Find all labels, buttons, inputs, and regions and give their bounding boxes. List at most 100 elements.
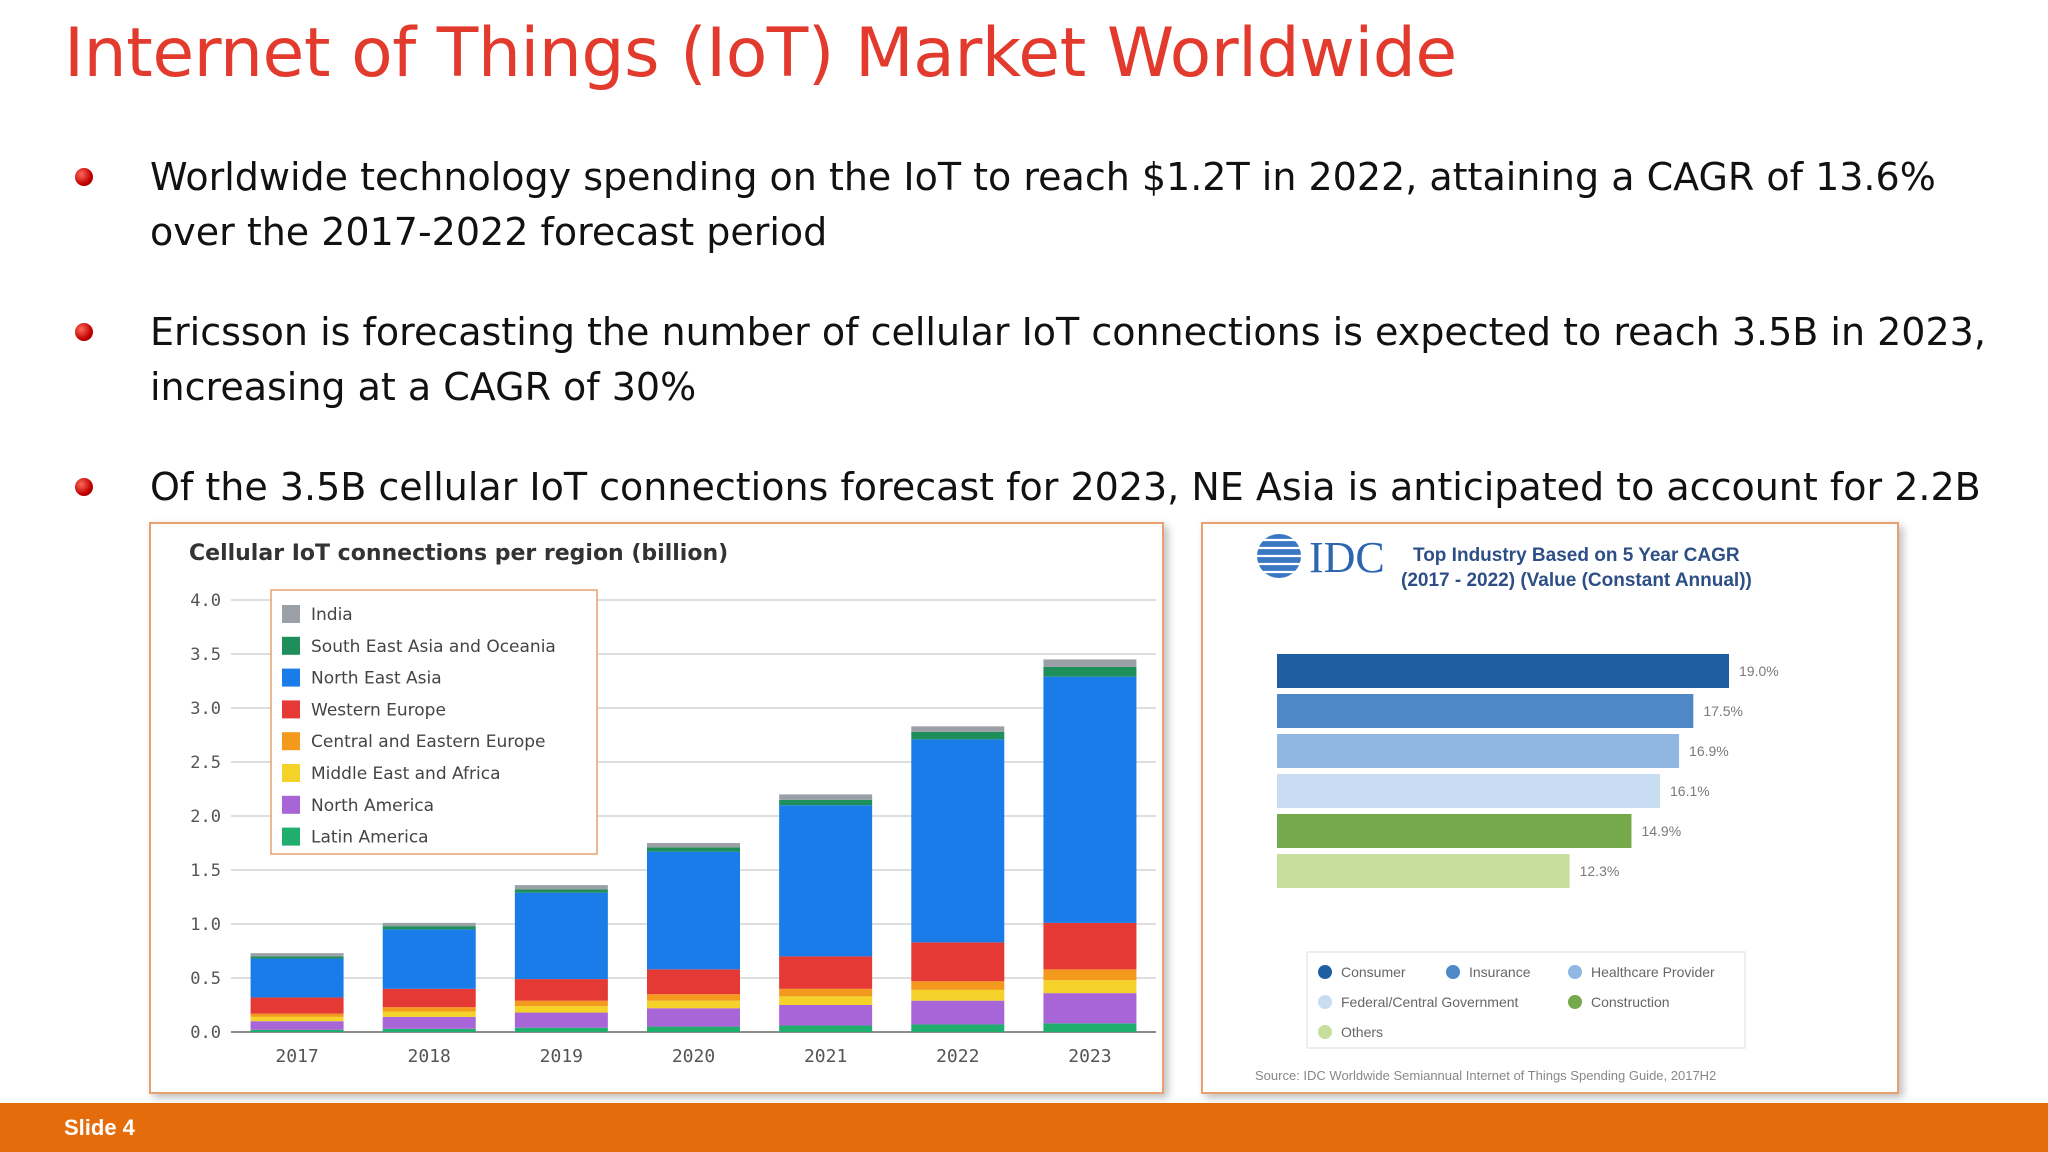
legend-label: South East Asia and Oceania	[311, 637, 556, 657]
bar-segment	[514, 1027, 608, 1032]
bar-segment	[382, 1007, 476, 1012]
legend-swatch	[282, 795, 300, 814]
y-tick-label: 0.0	[190, 1023, 221, 1043]
idc-industry-cagr-chart: IDC Top Industry Based on 5 Year CAGR (201…	[1255, 533, 1779, 1083]
legend-swatch	[282, 636, 300, 655]
bar-segment	[382, 926, 476, 930]
bar-value-label: 16.9%	[1689, 743, 1729, 759]
legend-marker	[1318, 965, 1332, 979]
bar	[1277, 734, 1680, 768]
bar-segment	[647, 843, 740, 848]
bullet-item: Of the 3.5B cellular IoT connections for…	[72, 460, 1992, 515]
cellular-iot-chart-panel: Cellular IoT connections per region (bil…	[149, 522, 1164, 1094]
bar-segment	[647, 851, 740, 970]
bar-segment	[911, 731, 1005, 740]
legend-label: Middle East and Africa	[311, 764, 501, 784]
bar-value-label: 12.3%	[1580, 863, 1620, 879]
bar	[1277, 814, 1632, 848]
x-tick-label: 2017	[275, 1046, 318, 1067]
bullet-text: Worldwide technology spending on the IoT…	[150, 155, 1936, 254]
bar-value-label: 16.1%	[1670, 783, 1710, 799]
bullet-list: Worldwide technology spending on the IoT…	[72, 150, 1992, 515]
bar-segment	[250, 1013, 344, 1017]
bar-value-label: 17.5%	[1703, 703, 1743, 719]
x-tick-label: 2022	[936, 1046, 979, 1067]
legend-label: India	[311, 605, 353, 625]
legend-label: North America	[311, 796, 434, 816]
bar-segment	[911, 726, 1005, 732]
legend-label: Western Europe	[311, 700, 446, 720]
x-tick-label: 2020	[672, 1046, 715, 1067]
bar-segment	[250, 1021, 344, 1030]
bar	[1277, 694, 1694, 728]
bar-segment	[911, 989, 1005, 1001]
slide-footer: Slide 4	[0, 1103, 2048, 1152]
bar-segment	[647, 1000, 740, 1009]
bar-segment	[779, 1025, 873, 1032]
bar-segment	[1043, 666, 1137, 677]
y-tick-label: 3.5	[190, 645, 221, 665]
legend-label: Central and Eastern Europe	[311, 732, 545, 752]
source-note: Source: IDC Worldwide Semiannual Interne…	[1255, 1068, 1716, 1083]
chart-title: Top Industry Based on 5 Year CAGR	[1413, 545, 1740, 566]
bullet-dot-icon	[75, 478, 93, 496]
bar-segment	[1043, 922, 1137, 970]
bar-segment	[647, 994, 740, 1001]
bar-segment	[514, 1012, 608, 1028]
bar	[1277, 654, 1729, 688]
legend-label: Healthcare Provider	[1591, 964, 1715, 980]
legend-swatch	[282, 605, 300, 623]
bar-segment	[250, 1029, 344, 1032]
bar-segment	[382, 1011, 476, 1017]
bar-segment	[779, 956, 873, 989]
legend-label: North East Asia	[311, 669, 442, 689]
bar	[1277, 774, 1661, 808]
bar-segment	[514, 1006, 608, 1013]
bar-segment	[514, 885, 608, 890]
legend-marker	[1446, 965, 1460, 979]
bar-value-label: 19.0%	[1739, 663, 1779, 679]
bar-segment	[1043, 1023, 1137, 1032]
bar-segment	[514, 892, 608, 980]
bar-segment	[647, 1008, 740, 1027]
bar-segment	[514, 979, 608, 1001]
chart-title: Cellular IoT connections per region (bil…	[189, 541, 728, 566]
bar-segment	[779, 794, 873, 800]
legend-label: Latin America	[311, 828, 429, 848]
bar-segment	[1043, 969, 1137, 981]
bar-segment	[911, 1024, 1005, 1032]
bar	[1277, 854, 1570, 888]
bar-segment	[250, 953, 344, 957]
x-tick-label: 2018	[408, 1046, 451, 1067]
bar-segment	[514, 1000, 608, 1007]
bar-segment	[779, 799, 873, 806]
brand-logo-text: IDC	[1309, 533, 1385, 582]
bar-segment	[647, 969, 740, 995]
legend-swatch	[282, 764, 300, 782]
legend-swatch	[282, 668, 300, 687]
y-tick-label: 2.0	[190, 807, 221, 827]
x-tick-label: 2019	[540, 1046, 583, 1067]
bar-segment	[779, 1005, 873, 1026]
bar-segment	[382, 1016, 476, 1029]
cellular-iot-stacked-bar-chart: Cellular IoT connections per region (bil…	[189, 541, 1156, 1067]
bar-value-label: 14.9%	[1641, 823, 1681, 839]
x-tick-label: 2021	[804, 1046, 847, 1067]
bullet-item: Ericsson is forecasting the number of ce…	[72, 305, 1992, 415]
y-tick-label: 1.0	[190, 915, 221, 935]
legend-label: Consumer	[1341, 964, 1406, 980]
legend-label: Insurance	[1469, 964, 1531, 980]
bar-segment	[911, 739, 1005, 943]
legend-marker	[1318, 1025, 1332, 1039]
legend-label: Construction	[1591, 994, 1670, 1010]
bar-segment	[382, 988, 476, 1008]
legend-label: Federal/Central Government	[1341, 994, 1519, 1010]
bar-segment	[911, 981, 1005, 990]
bar-segment	[1043, 676, 1137, 923]
bar-segment	[1043, 980, 1137, 994]
slide-title: Internet of Things (IoT) Market Worldwid…	[64, 14, 1457, 93]
bar-segment	[382, 929, 476, 989]
bar-segment	[779, 988, 873, 997]
bar-segment	[911, 942, 1005, 982]
bar-segment	[779, 996, 873, 1005]
